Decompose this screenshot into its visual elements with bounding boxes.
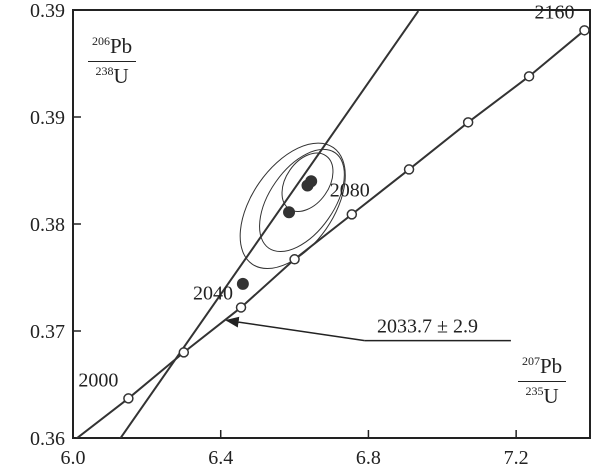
y-tick-label: 0.36 — [30, 428, 65, 450]
y-tick-label: 0.39 — [30, 107, 65, 129]
concordia-age-point — [346, 209, 358, 220]
analysis-point — [236, 277, 249, 290]
age-labels: 2000 2040 2080 2160 — [78, 1, 574, 391]
concordia-age-point — [403, 164, 415, 175]
concordia-age-point — [123, 393, 134, 404]
analysis-point — [283, 206, 296, 219]
chart-markers — [123, 25, 590, 404]
chart-lines — [75, 10, 586, 438]
concordia-age-point — [579, 25, 590, 36]
age-label: 2160 — [534, 1, 574, 23]
x-axis-label: 207Pb 235U — [518, 355, 567, 407]
y-tick-label: 0.38 — [30, 214, 65, 236]
annotation-text: 2033.7 ± 2.9 — [377, 316, 478, 338]
analysis-point — [305, 175, 318, 188]
y-axis-label: 206Pb 238U — [88, 35, 137, 87]
concordia-age-point — [178, 347, 190, 358]
x-tick-label: 7.2 — [504, 447, 529, 469]
error-ellipse — [259, 148, 345, 253]
concordia-age-point — [462, 117, 474, 128]
x-axis: 6.0 6.4 6.8 7.2 — [61, 430, 529, 469]
concordia-curve — [75, 29, 586, 438]
plot-frame — [72, 9, 591, 439]
age-label: 2000 — [78, 369, 118, 391]
y-tick-label: 0.39 — [30, 0, 65, 22]
concordia-age-point — [235, 302, 247, 313]
y-tick-label: 0.37 — [30, 321, 65, 343]
error-ellipse — [239, 142, 346, 270]
discordia-line — [119, 10, 420, 438]
intercept-annotation: 2033.7 ± 2.9 — [225, 316, 511, 342]
annotation-arrow — [225, 316, 365, 342]
age-label: 2080 — [330, 179, 370, 201]
concordia-age-point — [289, 254, 300, 265]
age-label: 2040 — [193, 282, 233, 304]
concordia-age-point — [523, 71, 535, 82]
x-tick-label: 6.8 — [356, 447, 381, 469]
x-tick-label: 6.0 — [61, 447, 86, 469]
x-tick-label: 6.4 — [208, 447, 233, 469]
